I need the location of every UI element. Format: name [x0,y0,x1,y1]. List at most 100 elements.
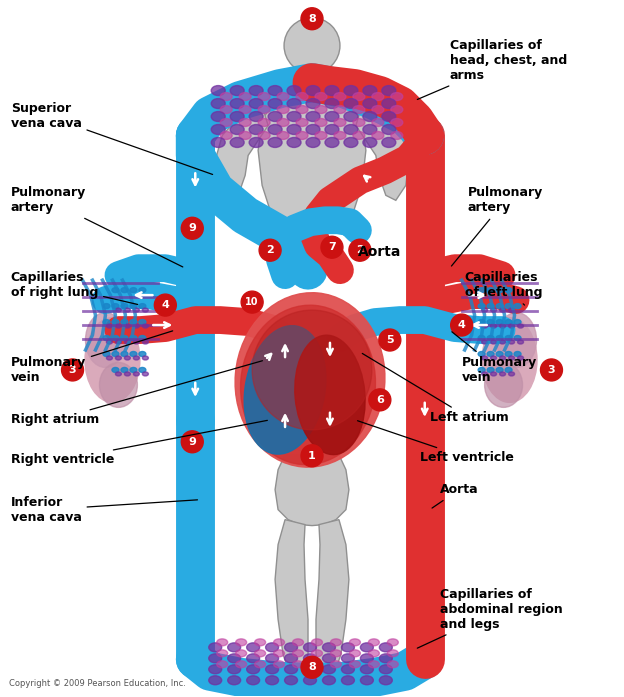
Ellipse shape [230,86,244,95]
Ellipse shape [273,661,285,668]
Ellipse shape [142,324,149,328]
Ellipse shape [500,340,505,344]
Ellipse shape [134,372,139,376]
Ellipse shape [258,93,270,100]
Ellipse shape [212,98,225,109]
Text: Right ventricle: Right ventricle [11,420,267,466]
Ellipse shape [296,93,308,100]
Ellipse shape [293,650,303,657]
Ellipse shape [121,319,128,325]
Ellipse shape [331,661,341,668]
Ellipse shape [323,654,336,663]
Text: 5: 5 [386,335,394,345]
Ellipse shape [487,335,494,341]
Ellipse shape [266,654,278,663]
Ellipse shape [107,356,112,360]
Ellipse shape [496,319,503,325]
Ellipse shape [112,319,119,325]
Ellipse shape [266,643,278,652]
Ellipse shape [487,288,494,293]
Ellipse shape [139,335,146,341]
Ellipse shape [293,639,303,646]
Text: Capillaries
of right lung: Capillaries of right lung [11,271,138,305]
Text: Capillaries
of left lung: Capillaries of left lung [465,271,542,305]
Ellipse shape [487,367,494,372]
Ellipse shape [212,112,225,121]
Ellipse shape [220,132,232,139]
Ellipse shape [363,86,377,95]
Ellipse shape [323,676,336,684]
Ellipse shape [255,639,266,646]
Ellipse shape [514,335,521,341]
Ellipse shape [303,654,316,663]
Ellipse shape [509,372,515,376]
Ellipse shape [490,372,497,376]
Ellipse shape [285,665,298,674]
Ellipse shape [487,319,494,325]
Ellipse shape [514,319,521,325]
Ellipse shape [303,665,316,674]
Text: 1: 1 [308,451,316,461]
Ellipse shape [368,650,379,657]
Ellipse shape [287,112,301,121]
Ellipse shape [482,318,537,402]
Text: 8: 8 [308,14,316,24]
Ellipse shape [497,312,537,367]
Ellipse shape [505,367,512,372]
Ellipse shape [306,98,320,109]
Ellipse shape [323,643,336,652]
Ellipse shape [379,654,392,663]
Ellipse shape [220,93,232,100]
Ellipse shape [509,324,515,328]
Ellipse shape [361,665,373,674]
Ellipse shape [482,372,487,376]
Ellipse shape [239,132,251,139]
Ellipse shape [500,372,505,376]
Ellipse shape [344,137,358,148]
Ellipse shape [220,118,232,126]
Ellipse shape [311,661,323,668]
Ellipse shape [325,86,339,95]
Ellipse shape [285,654,298,663]
Text: Pulmonary
vein: Pulmonary vein [11,331,173,384]
Polygon shape [316,520,349,677]
Ellipse shape [363,137,377,148]
Ellipse shape [341,676,354,684]
Ellipse shape [478,304,485,309]
Text: Capillaries of
abdominal region
and legs: Capillaries of abdominal region and legs [417,588,562,648]
Ellipse shape [505,335,512,341]
Ellipse shape [112,335,119,341]
Ellipse shape [124,340,130,344]
Ellipse shape [121,367,128,372]
Ellipse shape [268,86,282,95]
Ellipse shape [209,643,222,652]
Text: Superior
vena cava: Superior vena cava [11,102,213,174]
Ellipse shape [363,98,377,109]
Ellipse shape [505,304,512,309]
Ellipse shape [212,86,225,95]
Ellipse shape [268,125,282,135]
Ellipse shape [391,105,403,114]
Ellipse shape [388,661,398,668]
Ellipse shape [382,137,396,148]
Polygon shape [275,454,349,526]
Ellipse shape [482,356,487,360]
Ellipse shape [382,112,396,121]
Ellipse shape [296,118,308,126]
Ellipse shape [134,356,139,360]
Ellipse shape [130,367,137,372]
Ellipse shape [266,665,278,674]
Ellipse shape [325,112,339,121]
Ellipse shape [296,105,308,114]
Text: 2: 2 [266,245,274,255]
Ellipse shape [252,310,372,430]
Ellipse shape [212,125,225,135]
Text: Copyright © 2009 Pearson Education, Inc.: Copyright © 2009 Pearson Education, Inc. [9,680,185,688]
Circle shape [379,329,401,351]
Ellipse shape [382,125,396,135]
Ellipse shape [255,650,266,657]
Ellipse shape [258,118,270,126]
Ellipse shape [349,639,361,646]
Ellipse shape [509,340,515,344]
Ellipse shape [258,132,270,139]
